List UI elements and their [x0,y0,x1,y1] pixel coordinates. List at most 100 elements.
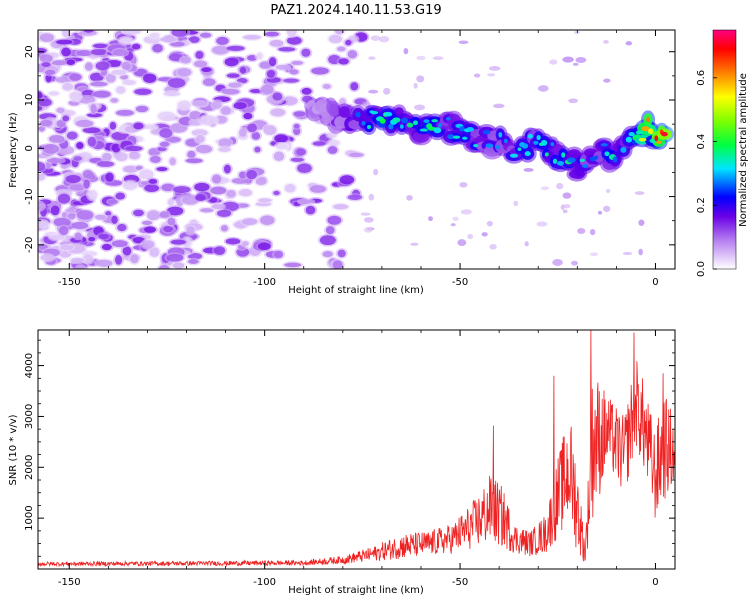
faint-blob [536,221,548,227]
noise-blob-core [38,161,46,172]
ridge-core [419,128,428,132]
noise-blob-core [278,47,296,52]
faint-blob [524,241,529,247]
faint-blob [513,200,519,207]
ridge-body [328,103,339,117]
snr-ticks: -150 -100 -50 0 1000 2000 3000 4000 [24,330,675,588]
noise-blob-core [347,50,358,59]
noise-blob-core [257,242,271,251]
noise-blob-core [264,31,279,37]
noise-blob-core [246,170,257,180]
snr-xlabel: Height of straight line (km) [288,585,424,596]
faint-blob [568,98,578,104]
faint-blob [383,87,391,95]
ridge-core [556,160,565,166]
faint-blob [486,220,493,227]
noise-blob-core [260,84,274,94]
noise-blob-core [86,113,103,118]
noise-blob-core [299,199,314,204]
ridge-core [498,132,503,138]
snr-y-tick-label: 1000 [24,505,35,530]
noise-blob-core [87,136,96,147]
noise-blob-core [328,34,342,44]
noise-blob-core [196,144,213,154]
noise-blob-core [239,128,247,137]
ridge-core [521,143,529,149]
noise-blob-core [169,157,176,166]
noise-blob-core [149,247,160,258]
ridge-body [394,107,404,117]
faint-blob [460,209,472,215]
ridge-core [517,147,522,151]
noise-blob-core [296,148,307,156]
noise-blob-core [191,129,208,137]
noise-blob-core [185,158,203,164]
ridge-core [625,136,633,143]
noise-blob-core [108,199,119,204]
noise-blob-core [159,141,170,147]
noise-blob-core [90,81,108,87]
faint-blob [403,47,409,55]
noise-blob-core [247,123,257,133]
noise-blob-core [243,34,261,40]
noise-blob-core [338,58,349,65]
noise-blob-core [187,252,203,260]
ridge-core [388,123,394,130]
ridge-core [582,164,589,169]
noise-blob-core [333,203,349,210]
ridge-core [459,126,465,132]
noise-blob-core [167,78,186,88]
noise-blob-core [148,178,158,184]
noise-blob-core [122,80,136,85]
noise-blob-core [177,100,191,110]
faint-blob [363,217,374,223]
faint-blob [563,203,571,209]
faint-blob [363,227,373,233]
noise-blob-core [274,134,288,143]
noise-blob-core [255,178,267,186]
snr-x-tick-label: 0 [652,577,658,588]
colorbar-tick-label: 0.6 [696,70,707,86]
noise-blob-core [199,32,212,38]
noise-blob-core [173,186,191,194]
faint-blob [368,89,379,94]
noise-blob-core [284,183,296,193]
noise-blob-core [213,246,226,255]
colorbar-label: Normalized spectral amplitude [738,73,749,227]
ridge-core [604,151,610,157]
noise-blob-core [90,103,97,114]
ridge-core [366,124,372,129]
noise-blob-core [293,111,306,117]
noise-blob-core [195,194,206,202]
spectrogram-y-tick-label: -20 [24,237,35,253]
noise-blob-core [188,259,199,264]
noise-blob-core [287,36,302,45]
noise-blob-core [88,237,96,242]
ridge-core [452,135,461,139]
noise-blob-core [38,220,48,228]
noise-blob-core [256,52,263,60]
noise-blob-core [116,86,126,94]
noise-blob-core [48,91,60,96]
noise-blob-core [347,194,362,200]
noise-blob-core [195,135,205,143]
ridge-core [561,152,566,158]
noise-blob-core [156,166,168,172]
noise-blob-core [95,61,110,71]
ridge-core [638,137,647,142]
snr-series-line [38,330,675,568]
noise-blob-core [228,82,242,88]
noise-blob-core [195,50,204,59]
ridge-core [445,117,451,121]
noise-blob-core [319,235,336,246]
ridge-core [656,140,662,145]
noise-blob-core [311,67,329,75]
noise-blob-core [238,189,252,197]
noise-blob-core [337,249,346,258]
noise-blob-core [275,143,288,150]
faint-blob [571,260,578,266]
spectrogram-frame [37,29,676,270]
faint-blob [577,228,586,234]
noise-blob-core [254,146,261,153]
noise-blob-core [301,87,312,95]
